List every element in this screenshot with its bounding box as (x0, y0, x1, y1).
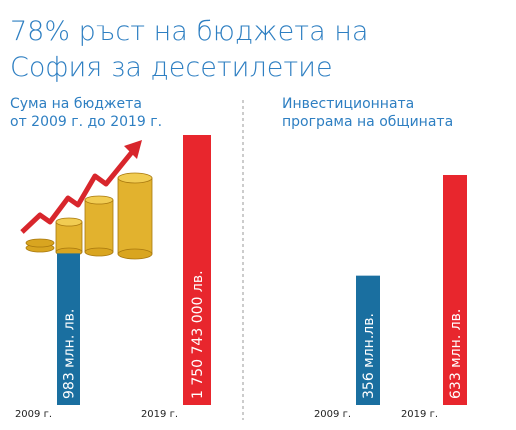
chart-subtitle: Инвестиционната (282, 96, 414, 112)
value-label: 633 млн. лв. (448, 309, 464, 399)
title-line: 78% ръст на бюджета на (10, 16, 368, 47)
bar (57, 253, 80, 405)
category-label: 2009 г. (314, 409, 351, 420)
coins-illustration (20, 140, 153, 260)
title-line: София за десетилетие (10, 52, 333, 83)
chart-subtitle: програма на общината (282, 114, 453, 130)
value-label: 356 млн.лв. (361, 313, 377, 399)
value-label: 1 750 743 000 лв. (190, 270, 206, 399)
chart-subtitle: Сума на бюджета (10, 96, 142, 112)
chart-subtitle: от 2009 г. до 2019 г. (10, 114, 162, 130)
bar (443, 175, 467, 405)
bar (356, 275, 380, 405)
value-label: 983 млн. лв. (62, 309, 78, 399)
category-label: 2019 г. (401, 409, 438, 420)
category-label: 2019 г. (141, 409, 178, 420)
bar (183, 135, 211, 405)
category-label: 2009 г. (15, 409, 52, 420)
